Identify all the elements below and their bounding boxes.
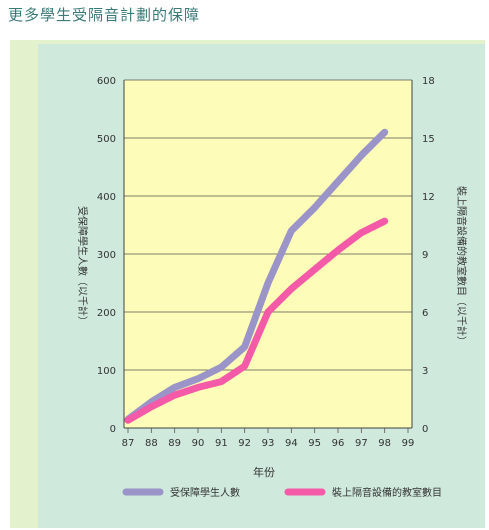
x-tick-label: 89 — [168, 438, 181, 449]
y-right-tick-label: 15 — [422, 134, 435, 145]
y-left-tick-label: 600 — [97, 76, 116, 87]
y-axis-left-label: 受保障學生人數（以千計） — [76, 206, 89, 326]
y-left-tick-label: 300 — [97, 250, 116, 261]
y-right-tick-label: 0 — [422, 424, 428, 435]
x-tick-label: 94 — [285, 438, 298, 449]
x-tick-label: 97 — [355, 438, 368, 449]
y-axis-right-label: 裝上隔音設備的教室數目（以千計） — [455, 186, 468, 346]
y-right-tick-label: 12 — [422, 192, 435, 203]
x-tick-label: 99 — [402, 438, 415, 449]
x-tick-label: 92 — [238, 438, 251, 449]
y-right-tick-label: 6 — [422, 308, 428, 319]
page-title: 更多學生受隔音計劃的保障 — [8, 6, 201, 24]
x-tick-label: 96 — [332, 438, 345, 449]
y-left-tick-label: 100 — [97, 366, 116, 377]
x-tick-label: 95 — [308, 438, 321, 449]
series-line-2 — [124, 217, 389, 424]
legend-label-series1: 受保障學生人數 — [170, 486, 240, 499]
series-line-1 — [124, 128, 389, 423]
legend: 受保障學生人數 裝上隔音設備的教室數目 — [122, 486, 442, 499]
y-left-tick-label: 0 — [110, 424, 116, 435]
x-tick-label: 88 — [145, 438, 158, 449]
x-tick-label: 90 — [192, 438, 205, 449]
y-right-tick-label: 18 — [422, 76, 435, 87]
y-left-tick-label: 400 — [97, 192, 116, 203]
legend-label-series2: 裝上隔音設備的教室數目 — [332, 486, 442, 499]
y-left-tick-label: 200 — [97, 308, 116, 319]
y-right-tick-label: 3 — [422, 366, 428, 377]
x-tick-label: 93 — [262, 438, 275, 449]
x-axis-label: 年份 — [253, 465, 275, 479]
y-left-tick-label: 500 — [97, 134, 116, 145]
y-right-tick-label: 9 — [422, 250, 428, 261]
x-tick-label: 87 — [122, 438, 135, 449]
x-tick-label: 98 — [378, 438, 391, 449]
x-tick-label: 91 — [215, 438, 228, 449]
